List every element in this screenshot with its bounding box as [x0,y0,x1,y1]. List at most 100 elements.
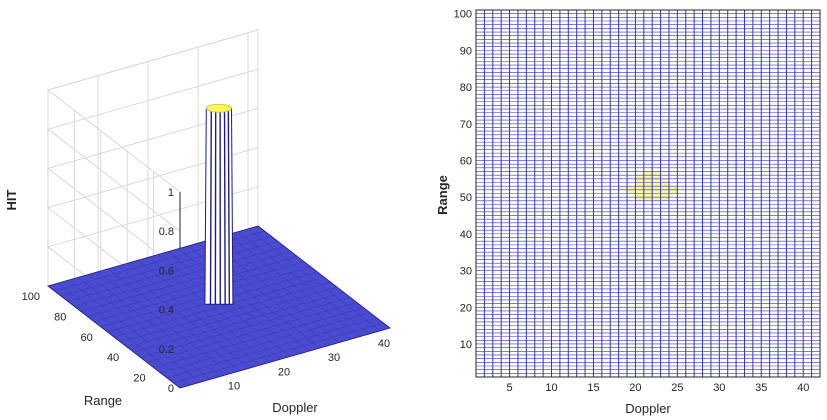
floor-mesh-line [146,302,358,363]
hit-cell [635,178,644,183]
peak-column-edge [223,108,226,305]
x-tick-label: 40 [378,338,390,350]
heatmap-y-tick-label: 100 [454,9,472,21]
floor-mesh-line [113,276,325,338]
hit-cell [652,182,661,187]
x-tick-label: 20 [278,366,290,378]
heatmap-x-axis-label: Doppler [625,401,671,416]
hit-cell [668,186,678,190]
hit-cell [635,175,644,179]
floor-mesh-line [140,297,351,358]
hit-cell [652,197,661,201]
heatmap-x-tick-label: 35 [755,382,767,394]
floor-mesh-line [179,327,391,389]
y-tick-label: 40 [107,352,119,364]
surface-ticks: 0 0.2 0.4 0.6 0.8 1 10 20 30 40 20 40 60 80 100 [22,187,390,395]
z-tick-label: 0.6 [159,265,174,277]
hit-cell [635,182,644,187]
hit-cell [643,171,653,176]
hit-cell [618,186,628,190]
floor-mesh-line [94,261,305,322]
hit-cell [643,175,653,179]
y-tick-label: 20 [133,373,145,385]
hit-cell [660,182,669,187]
floor-mesh-line [127,287,338,348]
y-tick-label: 80 [54,311,66,323]
surface-floor [47,225,391,389]
hit-cell [652,178,661,183]
heatmap-y-tick-label: 10 [460,339,472,351]
heatmap-x-tick-label: 20 [629,382,641,394]
hit-cell [652,193,661,198]
y-tick-label: 100 [22,291,40,303]
x-tick-label: 30 [328,352,340,364]
z-tick-label: 0.4 [159,305,174,317]
heatmap-y-tick-label: 70 [460,119,472,131]
hit-cell [660,189,669,194]
hit-cell [635,193,644,198]
x-axis-label: Doppler [272,400,318,415]
heatmap-y-tick-label: 50 [460,192,472,204]
z-axis-label: HIT [4,189,19,210]
z-tick-label: 0.2 [159,344,174,356]
heatmap-y-tick-label: 60 [460,155,472,167]
hit-cell [652,189,661,194]
hit-cell [660,193,669,198]
heatmap-mesh [475,9,821,378]
floor-mesh-line [160,312,371,373]
floor-mesh-line [166,317,377,378]
hit-cell [643,178,653,183]
y-axis-label: Range [84,393,122,408]
hit-cell [643,182,653,187]
hit-cell [643,189,653,194]
z-tick-label: 1 [168,187,174,199]
hit-cell [652,186,661,190]
heatmap-ticks: 5 10 15 20 25 30 35 40 10 20 30 40 50 60 70 80 90 100 [454,9,810,394]
heatmap-y-tick-label: 90 [460,45,472,57]
heatmap-x-tick-label: 15 [587,382,599,394]
heatmap-y-tick-label: 30 [460,266,472,278]
heatmap-plot: 5 10 15 20 25 30 35 40 10 20 30 40 50 60 70 80 90 100 Dop… [435,9,821,416]
heatmap-x-tick-label: 25 [671,382,683,394]
floor-mesh-line [67,241,278,302]
hit-cell [660,197,669,201]
hit-cell [660,186,669,190]
hit-cell [627,189,636,194]
heatmap-x-tick-label: 10 [545,382,557,394]
floor-mesh-line [61,236,272,297]
hit-cell [660,178,669,183]
heatmap-y-axis-label: Range [435,175,450,215]
floor-mesh-line [120,281,331,343]
z-tick-label: 0 [168,383,174,395]
z-tick-label: 0.8 [159,226,174,238]
hit-cell [652,175,661,179]
heatmap-y-tick-label: 20 [460,302,472,314]
peak-top [205,103,232,113]
heatmap-x-tick-label: 5 [506,382,512,394]
y-tick-label: 60 [81,332,93,344]
floor-mesh-line [80,251,292,312]
heatmap-frame [475,9,821,378]
hit-cell [627,186,636,190]
heatmap-hits [618,171,678,201]
heatmap-y-tick-label: 80 [460,82,472,94]
hit-cell [635,186,644,190]
hit-cell [635,189,644,194]
hit-cell [668,189,678,194]
floor-mesh-line [74,246,285,307]
floor-mesh-line [153,307,364,368]
hit-cell [643,197,653,201]
floor-mesh-line [173,322,384,384]
heatmap-x-tick-label: 40 [797,382,809,394]
hit-cell [643,186,653,190]
floor-mesh-line [133,292,344,353]
x-tick-label: 10 [228,381,240,393]
hit-peak [204,103,234,305]
heatmap-y-tick-label: 40 [460,229,472,241]
peak-column-edge [227,108,231,305]
hit-cell [652,171,661,176]
hit-cell [643,193,653,198]
floor-mesh-line [87,256,298,317]
heatmap-x-tick-label: 30 [713,382,725,394]
